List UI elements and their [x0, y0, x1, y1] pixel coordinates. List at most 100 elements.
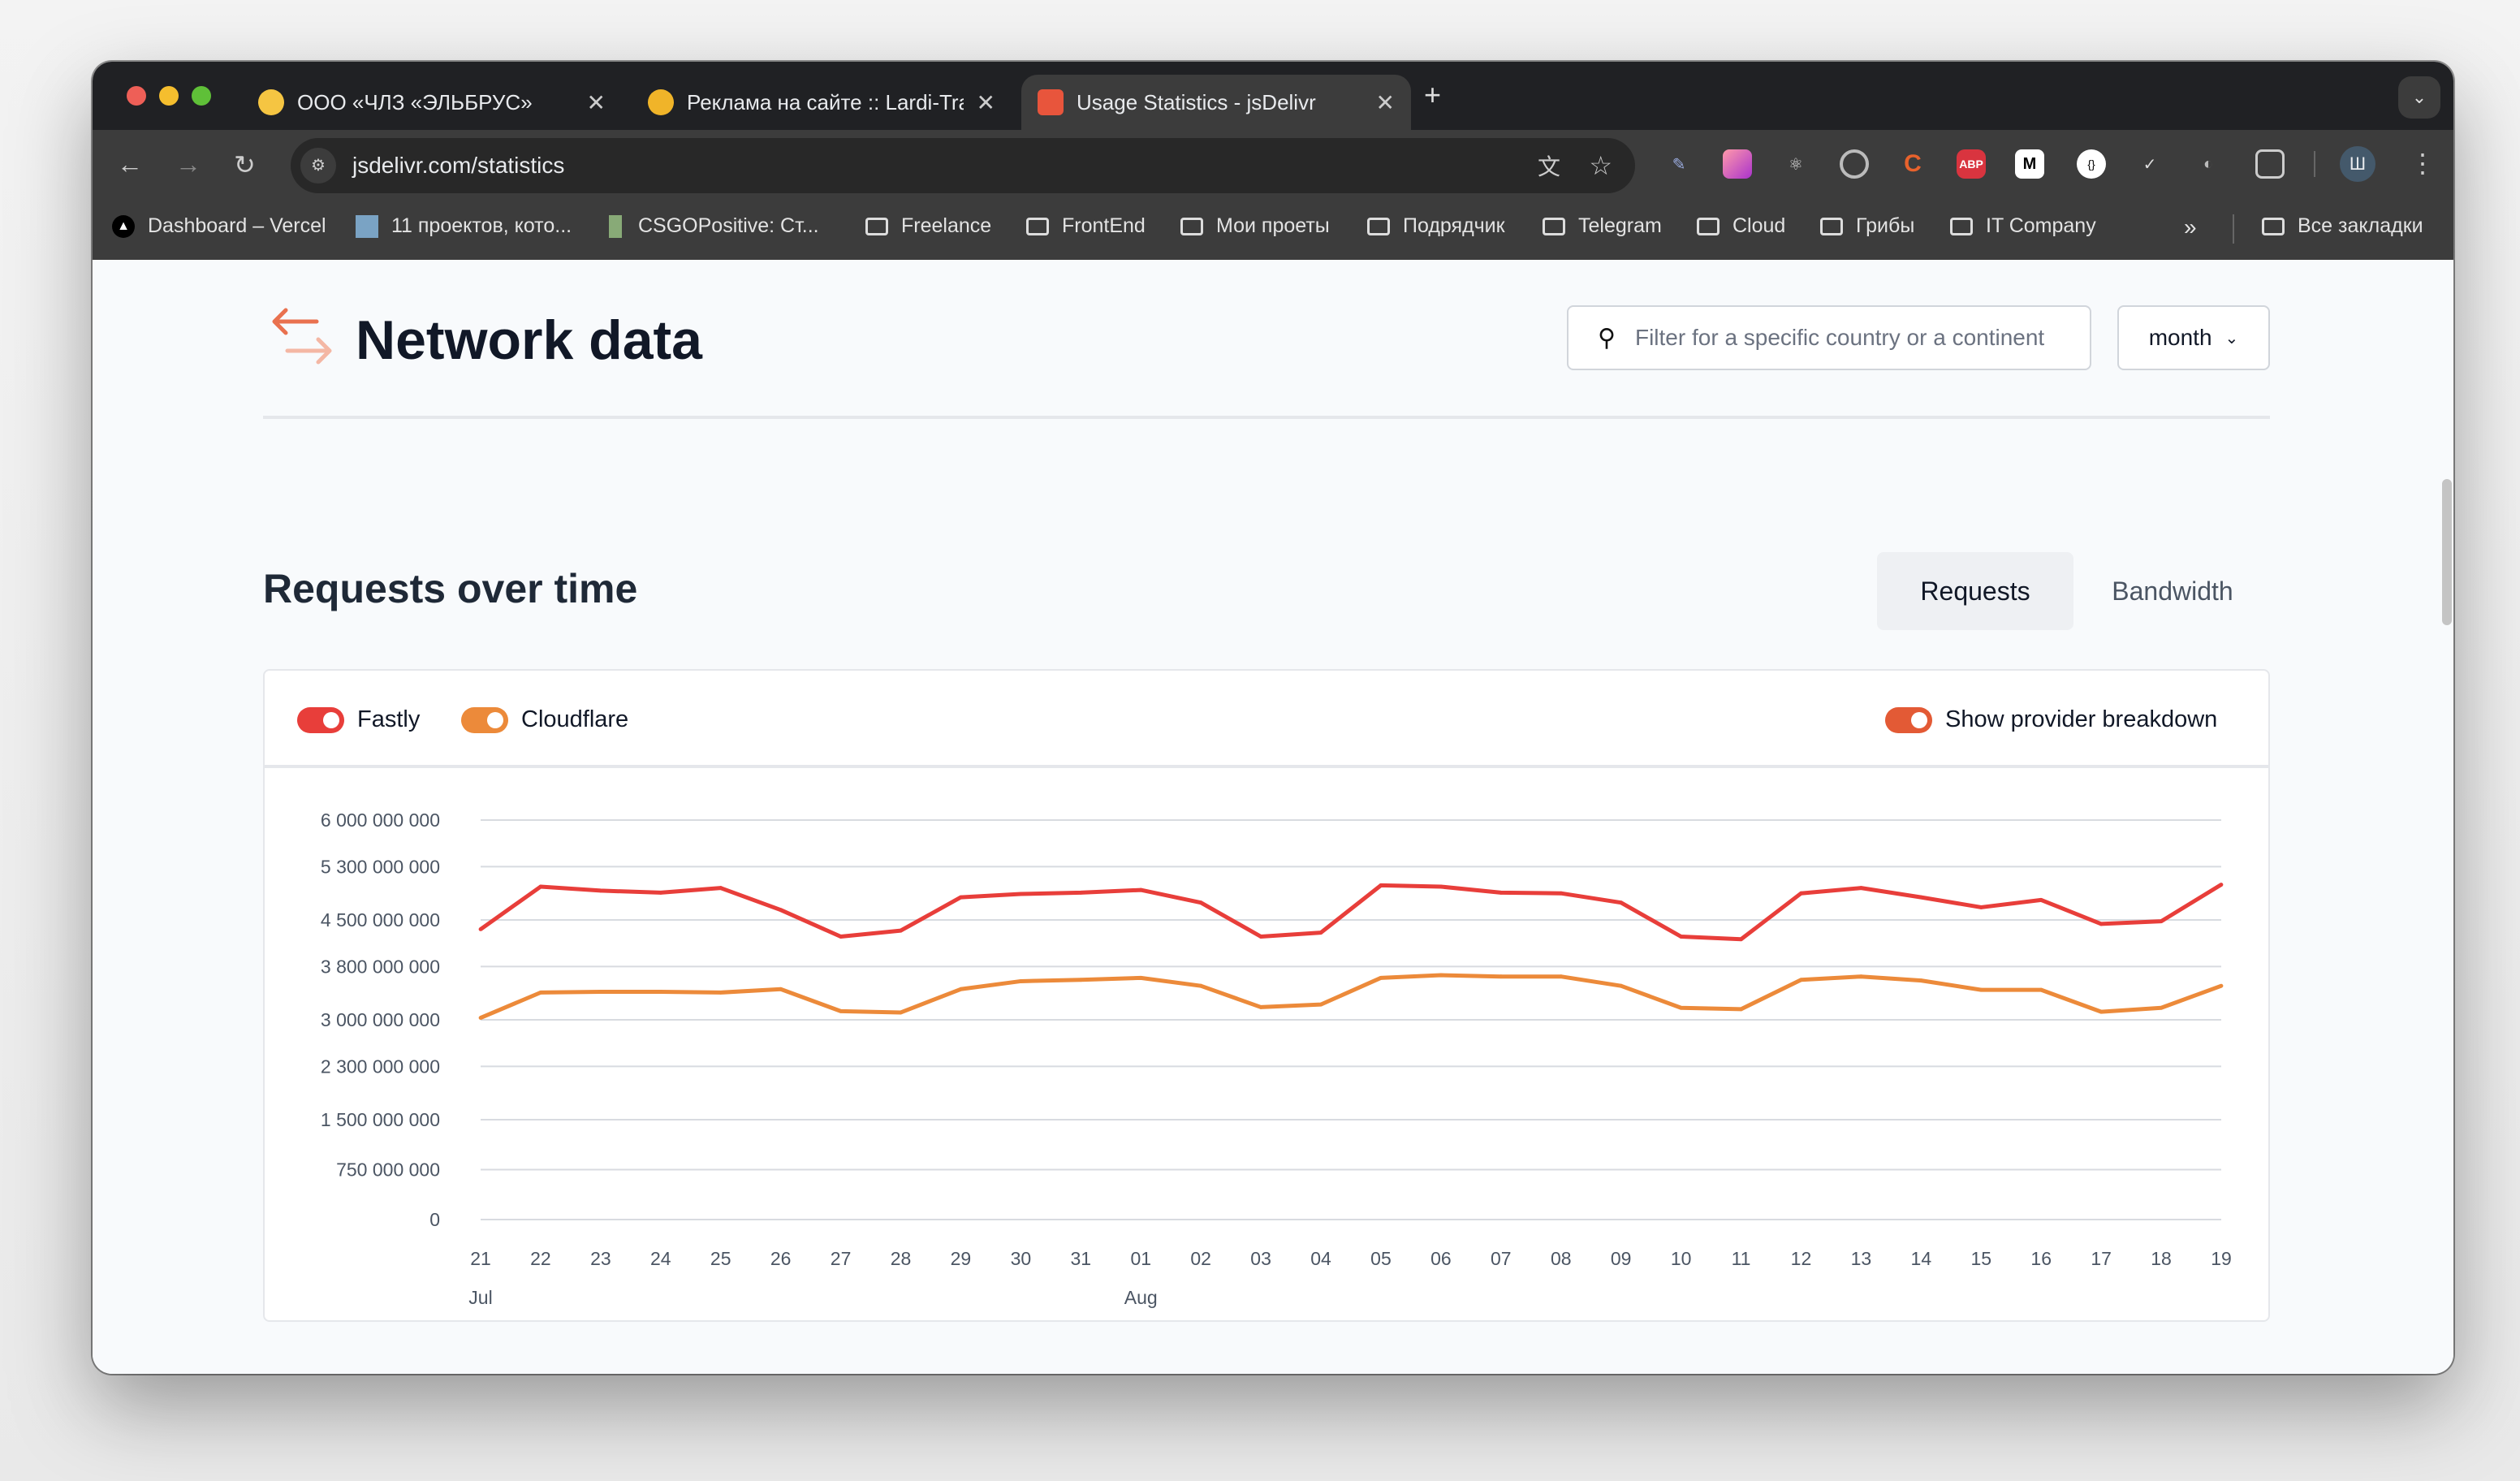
- c-extension-icon[interactable]: C: [1904, 150, 1922, 177]
- maximize-window-button[interactable]: [192, 86, 211, 106]
- country-filter-input[interactable]: ⚲ Filter for a specific country or a con…: [1567, 305, 2091, 370]
- close-window-button[interactable]: [127, 86, 146, 106]
- requests-line-chart[interactable]: 0 750 000 000 1 500 000 000 2 300 000 000 3 …: [265, 771, 2270, 1322]
- menu-icon[interactable]: ⋮: [2410, 149, 2436, 178]
- tab-search-button[interactable]: ⌄: [2398, 76, 2440, 119]
- bookmark-csgopositive[interactable]: CSGOPositive: Ст...: [609, 214, 819, 238]
- data-point-cloudflare: [718, 990, 723, 995]
- data-point-fastly: [2039, 898, 2043, 902]
- toggle-switch[interactable]: [461, 706, 508, 733]
- series-line-cloudflare: [480, 973, 2222, 1020]
- browser-window: ООО «ЧЛЗ «ЭЛЬБРУС» ✕ Реклама на сайте ::…: [93, 62, 2453, 1374]
- x-tick-label: 18: [2151, 1248, 2172, 1269]
- target-extension-icon[interactable]: [1840, 149, 1869, 179]
- data-point-cloudflare: [1379, 975, 1383, 980]
- bookmark-folder-cloud[interactable]: Cloud: [1697, 214, 1785, 238]
- divider: [263, 416, 2270, 419]
- forward-button[interactable]: →: [175, 149, 201, 179]
- profile-avatar[interactable]: Ш: [2340, 146, 2375, 182]
- tab-elbrus[interactable]: ООО «ЧЛЗ «ЭЛЬБРУС» ✕: [242, 75, 622, 130]
- x-tick-label: 24: [650, 1248, 671, 1269]
- back-button[interactable]: ←: [117, 149, 143, 179]
- folder-icon: [1180, 217, 1203, 235]
- bookmark-folder-freelance[interactable]: Freelance: [865, 214, 991, 238]
- data-point-fastly: [1799, 891, 1803, 896]
- bookmark-folder-it-company[interactable]: IT Company: [1950, 214, 2096, 238]
- data-point-cloudflare: [1318, 1002, 1323, 1007]
- y-tick-label: 3 000 000 000: [321, 1009, 440, 1030]
- translate-icon[interactable]: 文: [1537, 154, 1560, 179]
- eyedropper-extension-icon[interactable]: ✎: [1672, 155, 1686, 174]
- minimize-window-button[interactable]: [159, 86, 179, 106]
- x-tick-label: 26: [770, 1248, 792, 1269]
- tab-requests[interactable]: Requests: [1877, 552, 2073, 630]
- folder-icon: [1697, 217, 1720, 235]
- x-tick-label: 17: [2091, 1248, 2112, 1269]
- data-point-cloudflare: [538, 990, 543, 995]
- m-extension-icon[interactable]: M: [2015, 149, 2044, 179]
- bookmark-star-icon[interactable]: ☆: [1589, 151, 1612, 180]
- x-tick-label: 21: [470, 1248, 491, 1269]
- x-tick-label: 10: [1671, 1248, 1692, 1269]
- toggle-switch[interactable]: [297, 706, 344, 733]
- site-settings-icon[interactable]: ⚙: [300, 148, 336, 184]
- new-tab-button[interactable]: +: [1424, 78, 1442, 111]
- y-tick-label: 0: [429, 1209, 440, 1230]
- check-extension-icon[interactable]: ✓: [2142, 155, 2157, 174]
- page-content: Network data ⚲ Filter for a specific cou…: [93, 260, 2453, 1374]
- x-tick-label: 11: [1732, 1248, 1751, 1269]
- data-point-fastly: [779, 908, 783, 913]
- data-point-fastly: [478, 927, 483, 931]
- close-tab-icon[interactable]: ✕: [976, 89, 995, 115]
- data-point-fastly: [1138, 887, 1143, 892]
- bookmark-folder-frontend[interactable]: FrontEnd: [1026, 214, 1146, 238]
- x-tick-label: 23: [590, 1248, 611, 1269]
- data-point-cloudflare: [598, 990, 603, 994]
- cloudflare-toggle[interactable]: Cloudflare: [461, 706, 628, 733]
- y-tick-label: 5 300 000 000: [321, 856, 440, 877]
- provider-breakdown-toggle[interactable]: Show provider breakdown: [1885, 706, 2217, 733]
- tab-jsdelivr[interactable]: Usage Statistics - jsDelivr ✕: [1021, 75, 1411, 130]
- scrollbar[interactable]: [2442, 479, 2452, 625]
- data-point-cloudflare: [1439, 973, 1443, 978]
- bookmark-folder-mushrooms[interactable]: Грибы: [1820, 214, 1914, 238]
- json-extension-icon[interactable]: {}: [2077, 149, 2106, 179]
- bookmark-vercel[interactable]: ▲ Dashboard – Vercel: [112, 214, 326, 238]
- data-point-cloudflare: [1739, 1007, 1743, 1012]
- data-point-fastly: [538, 884, 543, 889]
- more-bookmarks-button[interactable]: »: [2184, 214, 2197, 240]
- bookmark-folder-contractor[interactable]: Подрядчик: [1367, 214, 1505, 238]
- reload-button[interactable]: ↻: [234, 150, 256, 179]
- bookmark-folder-telegram[interactable]: Telegram: [1543, 214, 1662, 238]
- react-devtools-icon[interactable]: ⚛: [1789, 155, 1803, 174]
- folder-icon: [1543, 217, 1565, 235]
- bookmark-projects[interactable]: 11 проектов, кото...: [356, 214, 572, 238]
- network-arrows-icon: [272, 308, 332, 365]
- tab-bandwidth[interactable]: Bandwidth: [2112, 576, 2233, 606]
- s-extension-icon[interactable]: ◐: [2203, 154, 2214, 173]
- gradient-extension-icon[interactable]: [1723, 149, 1752, 179]
- divider: [2233, 214, 2234, 244]
- url-text[interactable]: jsdelivr.com/statistics: [352, 153, 565, 178]
- x-tick-label: 13: [1851, 1248, 1872, 1269]
- x-tick-label: 04: [1310, 1248, 1331, 1269]
- folder-icon: [865, 217, 888, 235]
- data-point-fastly: [1379, 883, 1383, 887]
- bookmark-folder-projects[interactable]: Мои проеты: [1180, 214, 1330, 238]
- tab-lardi[interactable]: Реклама на сайте :: Lardi-Trans ✕: [632, 75, 1012, 130]
- bookmarks-bar: ▲ Dashboard – Vercel 11 проектов, кото...…: [93, 198, 2453, 260]
- folder-icon: [1820, 217, 1843, 235]
- data-point-fastly: [1018, 892, 1023, 896]
- fastly-toggle[interactable]: Fastly: [297, 706, 420, 733]
- close-tab-icon[interactable]: ✕: [586, 89, 606, 115]
- data-point-cloudflare: [478, 1016, 483, 1020]
- address-bar[interactable]: ⚙ jsdelivr.com/statistics 文 ☆: [291, 138, 1635, 193]
- adblock-plus-icon[interactable]: ABP: [1957, 149, 1986, 179]
- data-point-fastly: [658, 890, 663, 895]
- all-bookmarks-button[interactable]: Все закладки: [2262, 214, 2423, 238]
- close-tab-icon[interactable]: ✕: [1375, 89, 1395, 115]
- y-tick-label: 2 300 000 000: [321, 1056, 440, 1077]
- toggle-switch[interactable]: [1885, 706, 1932, 733]
- period-select[interactable]: month ⌄: [2117, 305, 2270, 370]
- extensions-puzzle-icon[interactable]: [2255, 149, 2285, 179]
